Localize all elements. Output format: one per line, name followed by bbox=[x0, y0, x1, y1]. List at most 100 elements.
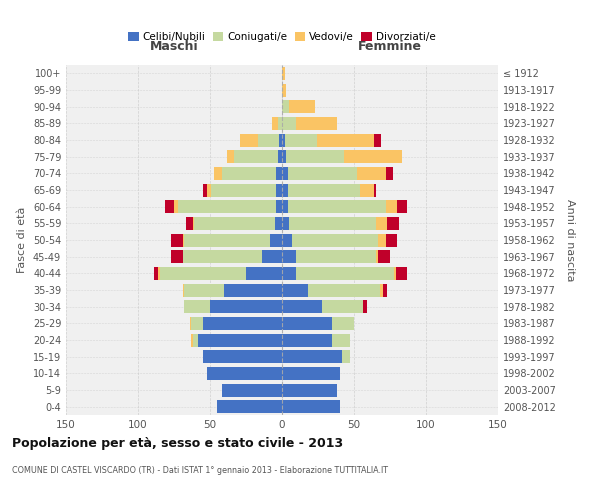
Bar bbox=[278, 117, 282, 130]
Bar bbox=[211, 184, 276, 196]
Bar bbox=[282, 117, 296, 130]
Bar bbox=[282, 384, 337, 396]
Bar bbox=[184, 300, 210, 313]
Bar bbox=[203, 317, 282, 330]
Bar bbox=[174, 200, 178, 213]
Bar bbox=[214, 167, 221, 180]
Bar bbox=[288, 200, 386, 213]
Bar bbox=[160, 267, 246, 280]
Bar bbox=[289, 100, 315, 113]
Bar bbox=[182, 234, 184, 246]
Bar bbox=[278, 150, 282, 163]
Bar bbox=[184, 284, 224, 296]
Bar bbox=[376, 250, 379, 263]
Bar bbox=[362, 300, 367, 313]
Bar bbox=[185, 217, 193, 230]
Bar bbox=[171, 250, 182, 263]
Bar bbox=[272, 117, 278, 130]
Bar bbox=[224, 284, 282, 296]
Bar bbox=[279, 134, 282, 146]
Bar bbox=[357, 167, 386, 180]
Bar bbox=[262, 250, 282, 263]
Bar bbox=[360, 184, 374, 196]
Bar bbox=[199, 334, 282, 346]
Bar bbox=[282, 267, 296, 280]
Bar bbox=[282, 167, 288, 180]
Bar bbox=[182, 284, 184, 296]
Bar bbox=[343, 350, 350, 363]
Bar bbox=[154, 267, 158, 280]
Bar bbox=[317, 134, 374, 146]
Bar bbox=[282, 234, 292, 246]
Bar bbox=[246, 267, 282, 280]
Bar bbox=[286, 150, 344, 163]
Bar bbox=[203, 184, 207, 196]
Bar bbox=[191, 334, 193, 346]
Bar bbox=[397, 200, 407, 213]
Bar bbox=[184, 234, 271, 246]
Bar bbox=[240, 134, 257, 146]
Bar bbox=[288, 184, 360, 196]
Bar bbox=[292, 234, 379, 246]
Text: Maschi: Maschi bbox=[149, 40, 199, 54]
Bar bbox=[166, 200, 174, 213]
Bar bbox=[217, 400, 282, 413]
Bar bbox=[296, 267, 394, 280]
Bar bbox=[257, 134, 279, 146]
Y-axis label: Anni di nascita: Anni di nascita bbox=[565, 198, 575, 281]
Bar bbox=[282, 150, 286, 163]
Bar bbox=[276, 200, 282, 213]
Bar bbox=[387, 217, 398, 230]
Bar bbox=[282, 200, 288, 213]
Bar bbox=[379, 234, 386, 246]
Bar bbox=[296, 117, 337, 130]
Bar bbox=[221, 167, 276, 180]
Bar bbox=[380, 284, 383, 296]
Bar bbox=[282, 317, 332, 330]
Bar bbox=[282, 84, 286, 96]
Bar bbox=[386, 167, 393, 180]
Bar bbox=[235, 150, 278, 163]
Text: COMUNE DI CASTEL VISCARDO (TR) - Dati ISTAT 1° gennaio 2013 - Elaborazione TUTTI: COMUNE DI CASTEL VISCARDO (TR) - Dati IS… bbox=[12, 466, 388, 475]
Bar bbox=[271, 234, 282, 246]
Bar bbox=[396, 267, 407, 280]
Bar bbox=[194, 217, 275, 230]
Bar bbox=[193, 217, 194, 230]
Bar bbox=[288, 167, 357, 180]
Bar bbox=[344, 150, 401, 163]
Bar bbox=[282, 67, 285, 80]
Bar bbox=[282, 350, 343, 363]
Bar bbox=[182, 250, 262, 263]
Bar bbox=[282, 367, 340, 380]
Bar bbox=[394, 267, 396, 280]
Bar bbox=[207, 184, 211, 196]
Bar bbox=[296, 250, 376, 263]
Bar bbox=[221, 384, 282, 396]
Bar bbox=[282, 284, 308, 296]
Bar bbox=[282, 300, 322, 313]
Bar bbox=[276, 184, 282, 196]
Bar bbox=[374, 134, 382, 146]
Bar bbox=[282, 100, 289, 113]
Bar bbox=[374, 184, 376, 196]
Bar bbox=[190, 317, 191, 330]
Bar bbox=[210, 300, 282, 313]
Bar bbox=[282, 400, 340, 413]
Bar bbox=[282, 134, 285, 146]
Bar bbox=[322, 300, 362, 313]
Bar bbox=[386, 200, 397, 213]
Bar bbox=[376, 217, 387, 230]
Bar bbox=[203, 350, 282, 363]
Y-axis label: Fasce di età: Fasce di età bbox=[17, 207, 27, 273]
Bar bbox=[275, 217, 282, 230]
Bar bbox=[379, 250, 390, 263]
Bar bbox=[282, 184, 288, 196]
Bar bbox=[158, 267, 160, 280]
Bar bbox=[282, 217, 289, 230]
Bar bbox=[191, 317, 203, 330]
Bar bbox=[332, 317, 354, 330]
Bar bbox=[193, 334, 199, 346]
Bar bbox=[276, 167, 282, 180]
Text: Femmine: Femmine bbox=[358, 40, 422, 54]
Bar bbox=[282, 250, 296, 263]
